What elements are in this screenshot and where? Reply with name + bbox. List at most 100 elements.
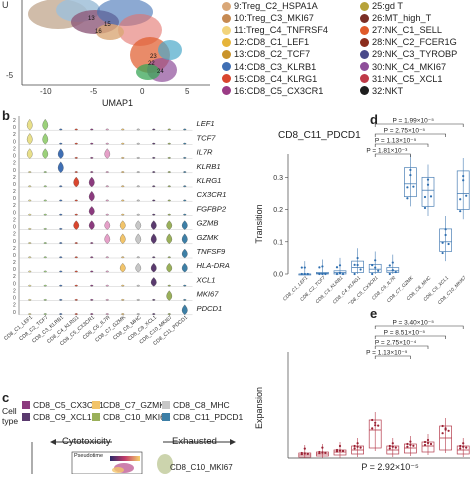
- panel-letter-b: b: [2, 108, 10, 123]
- expansion-point: [303, 447, 306, 450]
- transition-point: [423, 206, 427, 210]
- violin-shape: [152, 128, 156, 131]
- transition-point: [303, 266, 306, 269]
- transition-box: [456, 170, 470, 210]
- violin-shape: [166, 262, 173, 273]
- violin-shape: [183, 142, 187, 145]
- legend-dot-icon: [222, 37, 231, 47]
- gene-label: CX3CR1: [197, 190, 227, 199]
- expansion-point: [356, 445, 359, 448]
- violin-shape: [28, 227, 32, 230]
- violin-shape: [167, 185, 171, 188]
- violin-shape: [121, 313, 125, 315]
- expansion-point: [318, 452, 321, 455]
- violin-shape: [74, 128, 78, 131]
- violin-shape: [135, 233, 142, 244]
- transition-box: [404, 167, 417, 198]
- violin-shape: [136, 128, 140, 131]
- transition-point: [338, 271, 342, 275]
- violin-ytick: 0: [13, 139, 16, 145]
- violin-shape: [59, 256, 63, 259]
- legend-item: 26:MT_high_T: [360, 13, 431, 23]
- transition-point: [391, 269, 394, 272]
- violin-shape: [26, 118, 33, 131]
- violin-shape: [90, 256, 94, 259]
- violin-shape: [57, 148, 64, 159]
- violin-shape: [43, 199, 47, 202]
- violin-ytick: 2: [13, 189, 16, 195]
- gene-label: MKI67: [197, 290, 220, 299]
- expansion-point: [423, 440, 427, 444]
- transition-point: [462, 179, 465, 182]
- violin-shape: [90, 270, 94, 273]
- expansion-point: [306, 452, 309, 455]
- celltype-label: Cell type: [2, 406, 19, 426]
- expansion-point: [391, 442, 394, 445]
- violin-shape: [43, 171, 47, 173]
- arrow-head-icon: [230, 439, 236, 445]
- violin-shape: [43, 298, 47, 301]
- legend-item: 11:Treg_C4_TNFRSF4: [222, 25, 328, 35]
- transition-panel: 0.0 0.1 0.2 0.3 Transition CD8_C1_LEF1 CD8_C2_…: [240, 114, 474, 308]
- violin-shape: [90, 284, 94, 287]
- violin-shape: [105, 313, 109, 315]
- violin-shape: [43, 313, 47, 315]
- violin-ytick: 0: [13, 182, 16, 188]
- violin-shape: [74, 142, 78, 145]
- transition-point: [429, 195, 433, 198]
- transition-point: [377, 269, 380, 272]
- transition-box: [351, 260, 364, 273]
- expansion-point: [353, 447, 356, 450]
- legend-label: 15:CD8_C4_KLRG1: [234, 73, 318, 84]
- expansion-point: [338, 444, 342, 448]
- violin-shape: [59, 298, 63, 301]
- transition-box: [368, 263, 382, 273]
- violin-shape: [136, 142, 140, 145]
- violin-shape: [90, 156, 94, 159]
- expansion-point: [356, 442, 359, 445]
- violin-shape: [74, 270, 78, 273]
- violin-shape: [74, 171, 78, 173]
- legend-item: 12:CD8_C1_LEF1: [222, 37, 309, 47]
- legend-dot-icon: [360, 37, 369, 47]
- violin-shape: [150, 220, 157, 230]
- violin-shape: [105, 270, 109, 273]
- transition-point: [459, 198, 462, 201]
- significance-bracket: [374, 335, 446, 339]
- celltype-legend-label: CD8_C10_MKI67: [103, 412, 170, 422]
- violin-shape: [119, 220, 126, 230]
- transition-point: [388, 264, 391, 267]
- violin-shape: [105, 284, 109, 287]
- violin-shape: [59, 199, 63, 202]
- expansion-ylabel: Expansion: [254, 387, 264, 429]
- expansion-point: [388, 447, 391, 450]
- expansion-point: [341, 449, 345, 453]
- violin-shape: [181, 233, 188, 244]
- panel-d-title: CD8_C11_PDCD1: [278, 130, 361, 141]
- panel-letter-c: c: [2, 390, 10, 405]
- violin-shape: [136, 185, 140, 188]
- violin-shape: [167, 256, 171, 259]
- violin-shape: [88, 206, 95, 216]
- transition-ytick: 0.1: [273, 239, 283, 246]
- significance-bracket: [374, 143, 429, 147]
- violin-shape: [74, 298, 78, 301]
- violin-shape: [59, 128, 63, 131]
- transition-pvalue: P = 1.13×10⁻⁵: [375, 138, 417, 145]
- violin-shape: [28, 171, 32, 173]
- violin-shape: [74, 199, 78, 202]
- celltype-legend-item: CD8_C8_MHC: [162, 400, 230, 410]
- violin-shape: [121, 284, 125, 287]
- expansion-point: [429, 442, 433, 446]
- expansion-point: [371, 418, 374, 422]
- significance-bracket: [374, 325, 464, 329]
- transition-point: [409, 173, 412, 177]
- violin-shape: [104, 220, 111, 230]
- violin-shape: [152, 298, 156, 301]
- violin-shape: [136, 298, 140, 301]
- legend-label: 11:Treg_C4_TNFRSF4: [234, 25, 328, 36]
- expansion-point: [300, 453, 303, 456]
- transition-point: [374, 266, 377, 269]
- violin-shape: [181, 262, 188, 273]
- violin-shape: [152, 142, 156, 145]
